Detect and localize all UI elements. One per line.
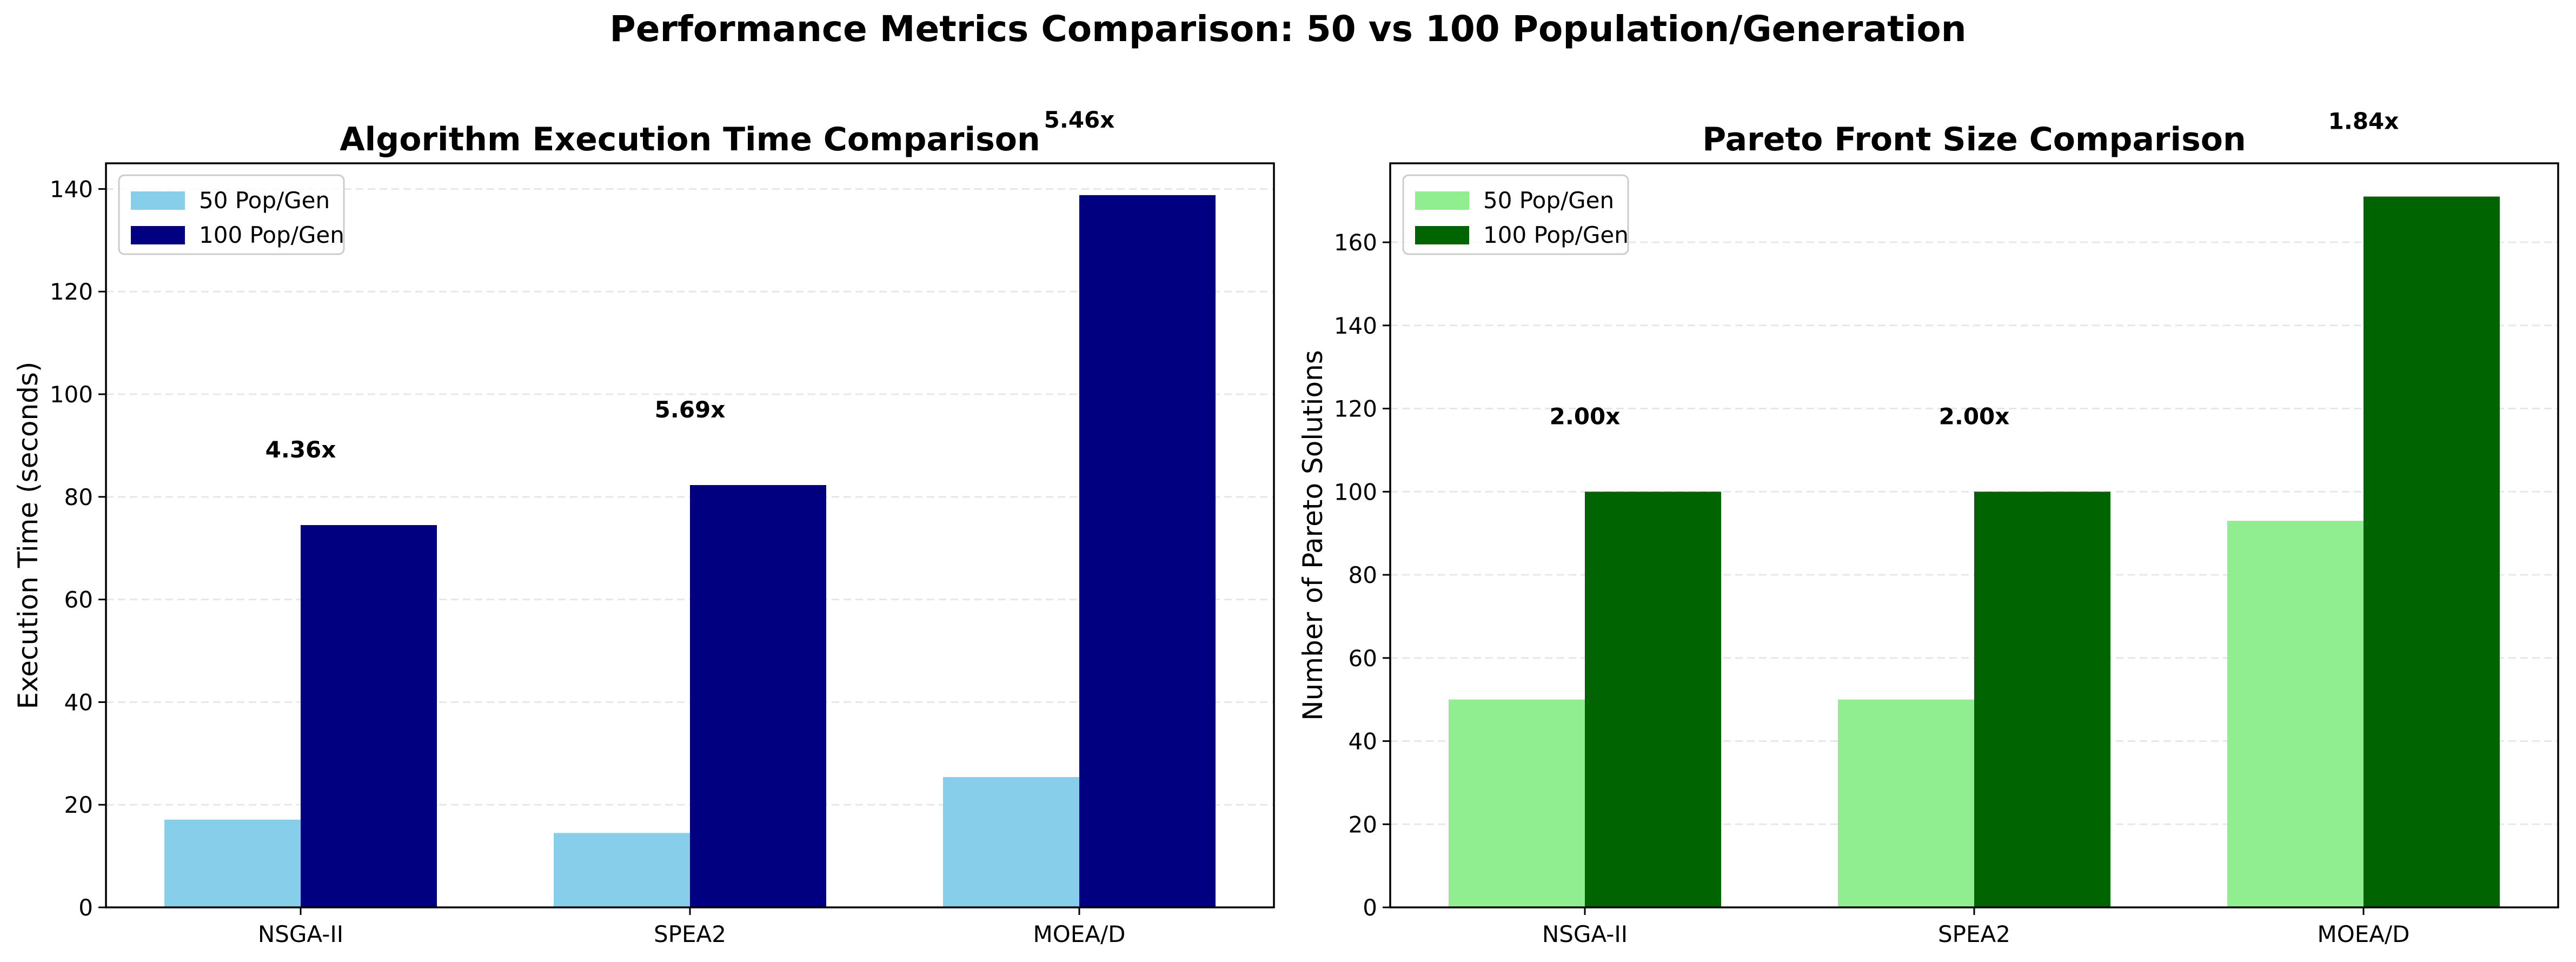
bar-100-pop-nsga-ii: [301, 525, 437, 907]
ratio-annotation: 5.46x: [1044, 107, 1115, 133]
y-tick-label: 140: [1334, 313, 1377, 339]
bar-100-pop-moea-d: [1079, 195, 1216, 907]
legend: 50 Pop/Gen 100 Pop/Gen: [1402, 174, 1629, 255]
x-tick-label: NSGA-II: [258, 921, 343, 947]
ratio-annotation: 5.69x: [655, 396, 726, 423]
legend: 50 Pop/Gen 100 Pop/Gen: [118, 174, 345, 255]
y-tick-label: 120: [50, 278, 93, 305]
legend-swatch: [131, 226, 185, 244]
ratio-annotation: 4.36x: [265, 436, 336, 463]
y-tick-label: 160: [1334, 229, 1377, 256]
y-tick-label: 100: [1334, 479, 1377, 505]
y-tick-label: 40: [1349, 728, 1377, 755]
bar-50-pop-spea2: [554, 833, 690, 907]
ratio-annotation: 2.00x: [1939, 403, 2010, 429]
legend-label: 50 Pop/Gen: [199, 187, 330, 214]
y-tick-label: 100: [50, 381, 93, 408]
bar-100-pop-spea2: [1974, 492, 2110, 907]
y-axis-label: Execution Time (seconds): [12, 362, 44, 709]
legend-swatch: [1415, 226, 1469, 244]
figure-title: Performance Metrics Comparison: 50 vs 10…: [609, 8, 1966, 50]
y-tick-label: 60: [1349, 645, 1377, 672]
x-tick-label: SPEA2: [654, 921, 726, 947]
bar-50-pop-moea-d: [2227, 521, 2363, 907]
legend-label: 50 Pop/Gen: [1483, 187, 1614, 214]
ratio-annotation: 2.00x: [1550, 403, 1621, 429]
y-tick-label: 20: [64, 792, 93, 818]
y-tick-label: 20: [1349, 811, 1377, 838]
x-tick-label: NSGA-II: [1542, 921, 1628, 947]
y-tick-label: 80: [1349, 562, 1377, 588]
y-tick-label: 120: [1334, 396, 1377, 422]
bar-50-pop-moea-d: [943, 777, 1079, 907]
bar-100-pop-moea-d: [2363, 196, 2500, 907]
bar-50-pop-spea2: [1838, 699, 1974, 907]
legend-label: 100 Pop/Gen: [199, 222, 344, 248]
execution-time-chart: 4.36x 5.69x 5.46x 0 20 40 60 80 100 120 140 NSGA-II…: [12, 107, 1275, 947]
legend-label: 100 Pop/Gen: [1483, 222, 1629, 248]
bar-50-pop-nsga-ii: [1449, 699, 1585, 907]
x-tick-label: MOEA/D: [1033, 921, 1125, 947]
y-tick-label: 60: [64, 587, 93, 613]
y-tick-label: 140: [50, 176, 93, 202]
bar-100-pop-nsga-ii: [1585, 492, 1721, 907]
legend-swatch: [1415, 191, 1469, 210]
axes-title: Pareto Front Size Comparison: [1702, 121, 2246, 158]
pareto-size-chart: 2.00x 2.00x 1.84x 0 20 40 60 80 100 120 140 160 NSGA…: [1297, 108, 2559, 947]
bar-100-pop-spea2: [690, 485, 826, 907]
legend-swatch: [131, 191, 185, 210]
axes-title: Algorithm Execution Time Comparison: [340, 121, 1040, 158]
x-tick-label: MOEA/D: [2317, 921, 2409, 947]
bar-50-pop-nsga-ii: [164, 819, 301, 907]
ratio-annotation: 1.84x: [2328, 108, 2399, 135]
y-tick-label: 0: [78, 894, 93, 921]
x-tick-label: SPEA2: [1938, 921, 2010, 947]
y-tick-label: 80: [64, 484, 93, 510]
y-axis-label: Number of Pareto Solutions: [1297, 350, 1329, 720]
y-tick-label: 40: [64, 689, 93, 715]
y-tick-label: 0: [1363, 894, 1377, 921]
